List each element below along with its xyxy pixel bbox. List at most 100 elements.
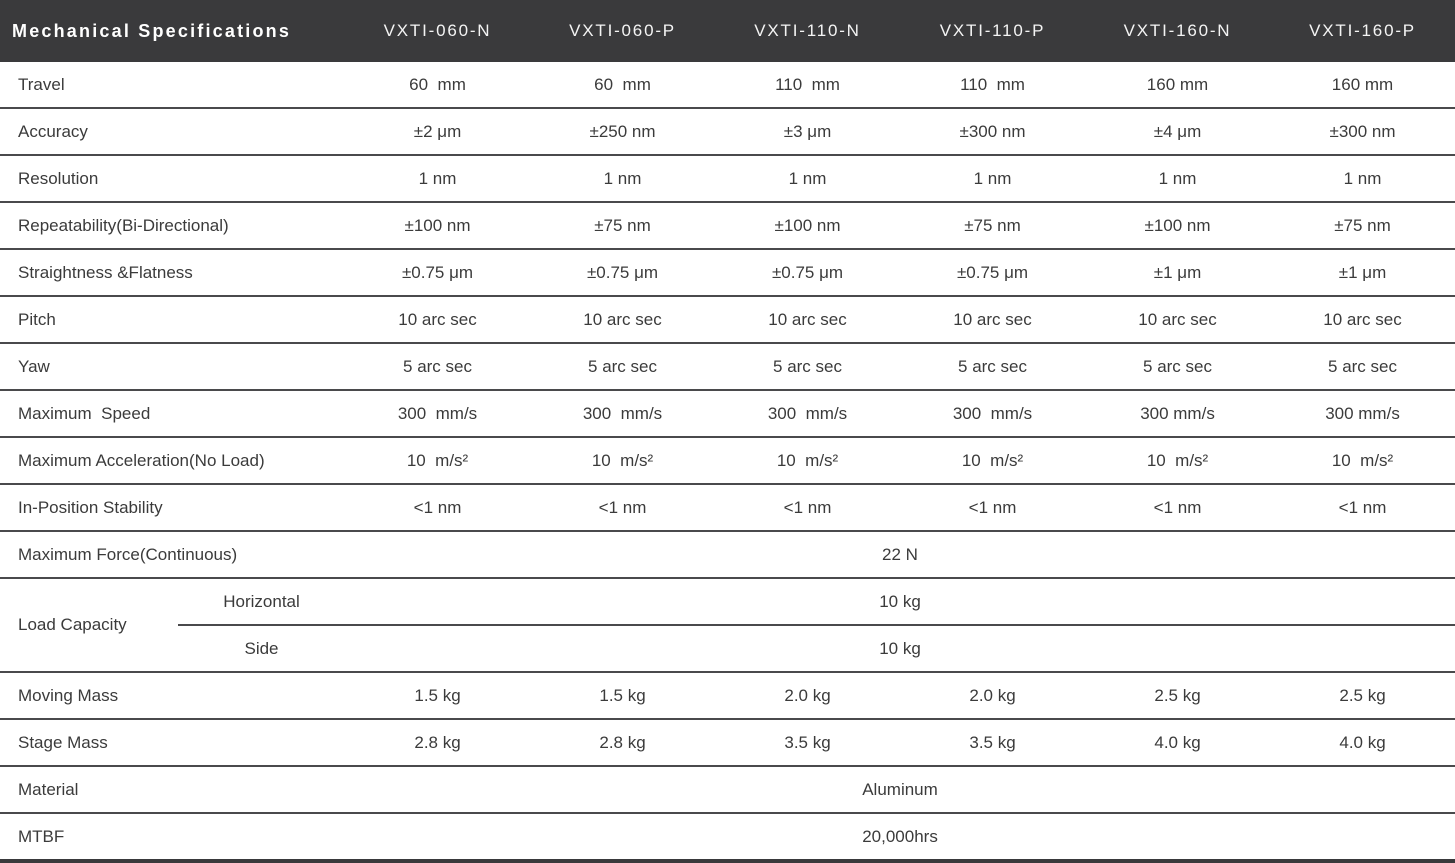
spec-value: ±1 μm xyxy=(1085,249,1271,297)
spec-value: 300 mm/s xyxy=(345,390,531,438)
spec-value-spanned: Aluminum xyxy=(345,766,1455,814)
spec-row-load-capacity-horizontal: Load Capacity Horizontal 10 kg xyxy=(0,578,1455,673)
row-label: Travel xyxy=(0,62,346,109)
spec-value: 2.8 kg xyxy=(530,719,716,767)
spec-value: ±75 nm xyxy=(900,202,1086,250)
row-label: Moving Mass xyxy=(0,672,346,720)
spec-value: 10 m/s² xyxy=(900,437,1086,485)
spec-value: 5 arc sec xyxy=(1085,343,1271,391)
spec-value: 10 m/s² xyxy=(1270,437,1455,485)
spec-value: ±0.75 μm xyxy=(900,249,1086,297)
spec-value: ±3 μm xyxy=(715,108,901,156)
spec-value: 2.0 kg xyxy=(715,672,901,720)
spec-value-spanned: 20,000hrs xyxy=(345,813,1455,863)
spec-value: 10 m/s² xyxy=(1085,437,1271,485)
column-header-vxti-110-p: VXTI-110-P xyxy=(900,0,1086,62)
spec-value: 10 m/s² xyxy=(530,437,716,485)
row-label: Pitch xyxy=(0,296,346,344)
spec-row-maximum-force: Maximum Force(Continuous) 22 N xyxy=(0,531,1455,579)
spec-value: 10 arc sec xyxy=(1085,296,1271,344)
spec-value: 1 nm xyxy=(900,155,1086,203)
spec-row-repeatability: Repeatability(Bi-Directional) ±100 nm ±7… xyxy=(0,202,1455,250)
spec-row-pitch: Pitch 10 arc sec 10 arc sec 10 arc sec 1… xyxy=(0,296,1455,344)
spec-row-material: Material Aluminum xyxy=(0,766,1455,814)
spec-value-spanned: 22 N xyxy=(345,531,1455,579)
spec-value: ±300 nm xyxy=(900,108,1086,156)
table-header: Mechanical Specifications VXTI-060-N VXT… xyxy=(0,0,1455,62)
column-header-vxti-060-n: VXTI-060-N xyxy=(345,0,531,62)
spec-value: 3.5 kg xyxy=(715,719,901,767)
spec-value: <1 nm xyxy=(900,484,1086,532)
spec-value: 1 nm xyxy=(715,155,901,203)
spec-value: 2.0 kg xyxy=(900,672,1086,720)
row-label-load-capacity: Load Capacity xyxy=(0,578,178,673)
spec-row-maximum-acceleration: Maximum Acceleration(No Load) 10 m/s² 10… xyxy=(0,437,1455,485)
spec-value: ±0.75 μm xyxy=(345,249,531,297)
spec-value: 300 mm/s xyxy=(715,390,901,438)
spec-value: 1 nm xyxy=(345,155,531,203)
sub-row-label: Horizontal xyxy=(178,578,346,626)
spec-value: 300 mm/s xyxy=(1085,390,1271,438)
spec-row-straightness-flatness: Straightness &Flatness ±0.75 μm ±0.75 μm… xyxy=(0,249,1455,297)
spec-value: 5 arc sec xyxy=(715,343,901,391)
spec-value: 10 arc sec xyxy=(1270,296,1455,344)
spec-value: 10 arc sec xyxy=(900,296,1086,344)
spec-value: ±4 μm xyxy=(1085,108,1271,156)
spec-value: 1.5 kg xyxy=(345,672,531,720)
spec-value: 5 arc sec xyxy=(345,343,531,391)
spec-value: 10 m/s² xyxy=(345,437,531,485)
spec-value: 1.5 kg xyxy=(530,672,716,720)
spec-value: ±250 nm xyxy=(530,108,716,156)
spec-value: 110 mm xyxy=(715,62,901,109)
row-label: Resolution xyxy=(0,155,346,203)
column-header-vxti-110-n: VXTI-110-N xyxy=(715,0,901,62)
column-header-vxti-160-p: VXTI-160-P xyxy=(1270,0,1455,62)
spec-value-spanned: 10 kg xyxy=(345,578,1455,626)
spec-value: 2.8 kg xyxy=(345,719,531,767)
spec-value: ±100 nm xyxy=(1085,202,1271,250)
spec-row-load-capacity-side: Side 10 kg xyxy=(0,625,1455,673)
header-row: Mechanical Specifications VXTI-060-N VXT… xyxy=(0,0,1455,62)
row-label: Maximum Speed xyxy=(0,390,346,438)
spec-row-in-position-stability: In-Position Stability <1 nm <1 nm <1 nm … xyxy=(0,484,1455,532)
spec-value: 160 mm xyxy=(1085,62,1271,109)
spec-value: <1 nm xyxy=(530,484,716,532)
spec-value: 2.5 kg xyxy=(1270,672,1455,720)
spec-value: 10 arc sec xyxy=(530,296,716,344)
spec-value: ±0.75 μm xyxy=(530,249,716,297)
spec-value: 5 arc sec xyxy=(900,343,1086,391)
table-body: Travel 60 mm 60 mm 110 mm 110 mm 160 mm … xyxy=(0,62,1455,863)
row-label: MTBF xyxy=(0,813,346,863)
row-label: In-Position Stability xyxy=(0,484,346,532)
spec-row-mtbf: MTBF 20,000hrs xyxy=(0,813,1455,863)
spec-row-stage-mass: Stage Mass 2.8 kg 2.8 kg 3.5 kg 3.5 kg 4… xyxy=(0,719,1455,767)
spec-value: 1 nm xyxy=(1270,155,1455,203)
spec-value: 1 nm xyxy=(1085,155,1271,203)
row-label: Stage Mass xyxy=(0,719,346,767)
column-header-vxti-160-n: VXTI-160-N xyxy=(1085,0,1271,62)
spec-value: 300 mm/s xyxy=(900,390,1086,438)
spec-value: 5 arc sec xyxy=(530,343,716,391)
spec-value: 1 nm xyxy=(530,155,716,203)
spec-value: ±100 nm xyxy=(715,202,901,250)
spec-value: 10 m/s² xyxy=(715,437,901,485)
spec-row-resolution: Resolution 1 nm 1 nm 1 nm 1 nm 1 nm 1 nm xyxy=(0,155,1455,203)
spec-value: ±75 nm xyxy=(530,202,716,250)
spec-value: 4.0 kg xyxy=(1085,719,1271,767)
row-label: Straightness &Flatness xyxy=(0,249,346,297)
spec-row-moving-mass: Moving Mass 1.5 kg 1.5 kg 2.0 kg 2.0 kg … xyxy=(0,672,1455,720)
row-label: Material xyxy=(0,766,346,814)
spec-value: 2.5 kg xyxy=(1085,672,1271,720)
spec-value: 60 mm xyxy=(345,62,531,109)
spec-value: ±2 μm xyxy=(345,108,531,156)
spec-value: ±100 nm xyxy=(345,202,531,250)
spec-value: <1 nm xyxy=(1270,484,1455,532)
spec-row-accuracy: Accuracy ±2 μm ±250 nm ±3 μm ±300 nm ±4 … xyxy=(0,108,1455,156)
row-label: Accuracy xyxy=(0,108,346,156)
spec-value: 4.0 kg xyxy=(1270,719,1455,767)
spec-value: <1 nm xyxy=(715,484,901,532)
spec-value: 3.5 kg xyxy=(900,719,1086,767)
spec-row-maximum-speed: Maximum Speed 300 mm/s 300 mm/s 300 mm/s… xyxy=(0,390,1455,438)
row-label: Maximum Force(Continuous) xyxy=(0,531,346,579)
